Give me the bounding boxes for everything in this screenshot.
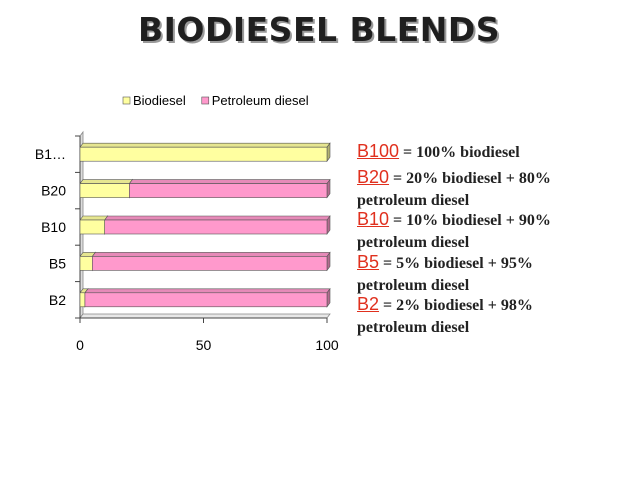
bar-b20-petroleum-diesel-top <box>128 179 331 184</box>
bar-b1-biodiesel-top <box>79 142 331 148</box>
bar-b2-petroleum-diesel <box>84 292 328 308</box>
bar-b10-biodiesel-top <box>79 215 109 221</box>
blend-text: = 100% biodiesel <box>403 144 520 161</box>
bar-b10-petroleum-diesel-top <box>104 215 331 221</box>
category-label: B1… <box>35 146 66 162</box>
legend-swatch <box>201 96 210 105</box>
slide-title: BIODIESEL BLENDS <box>137 10 501 49</box>
x-tick-label: 0 <box>76 337 84 353</box>
legend-swatch <box>122 96 131 105</box>
blend-code: B100 <box>357 141 400 161</box>
bar-b1-biodiesel <box>79 146 328 162</box>
blend-code: B2 <box>357 294 380 314</box>
blend-text: = 20% biodiesel + 80% <box>393 170 551 187</box>
axis-floor <box>79 313 331 319</box>
category-label: B10 <box>41 219 66 235</box>
blend-code: B20 <box>357 167 390 187</box>
desc-b100: B100 = 100% biodiesel <box>357 140 637 164</box>
blend-text: = 10% biodiesel + 90% <box>393 212 551 229</box>
bar-b10-petroleum-diesel <box>104 219 328 235</box>
blend-text-2: petroleum diesel <box>357 277 470 294</box>
desc-b5: B5 = 5% biodiesel + 95% petroleum diesel <box>357 251 637 297</box>
category-label: B5 <box>49 255 66 271</box>
desc-b10: B10 = 10% biodiesel + 90% petroleum dies… <box>357 208 637 254</box>
category-label: B20 <box>41 183 66 199</box>
blend-code: B10 <box>357 209 390 229</box>
category-label: B2 <box>49 292 66 308</box>
blend-text-2: petroleum diesel <box>357 234 470 251</box>
x-tick-label: 50 <box>196 337 212 353</box>
bar-b10-biodiesel <box>79 219 106 235</box>
bar-b20-petroleum-diesel <box>129 183 328 198</box>
bar-b2-petroleum-diesel-top <box>84 288 331 294</box>
legend-label: Biodiesel <box>133 93 186 108</box>
blend-text: = 2% biodiesel + 98% <box>383 297 533 314</box>
bar-b5-petroleum-diesel-top <box>91 252 331 257</box>
bar-b5-biodiesel <box>79 256 93 271</box>
blend-text-2: petroleum diesel <box>357 192 470 209</box>
bar-b2-biodiesel <box>79 292 86 308</box>
blend-text-2: petroleum diesel <box>357 319 470 336</box>
blend-code: B5 <box>357 252 380 272</box>
bar-b20-biodiesel-top <box>79 179 133 184</box>
blend-text: = 5% biodiesel + 95% <box>383 255 533 272</box>
bar-b20-biodiesel <box>79 183 130 198</box>
desc-b20: B20 = 20% biodiesel + 80% petroleum dies… <box>357 166 637 212</box>
bar-b5-petroleum-diesel <box>92 256 328 271</box>
x-tick-label: 100 <box>315 337 339 353</box>
desc-b2: B2 = 2% biodiesel + 98% petroleum diesel <box>357 293 637 339</box>
legend-label: Petroleum diesel <box>212 93 309 108</box>
